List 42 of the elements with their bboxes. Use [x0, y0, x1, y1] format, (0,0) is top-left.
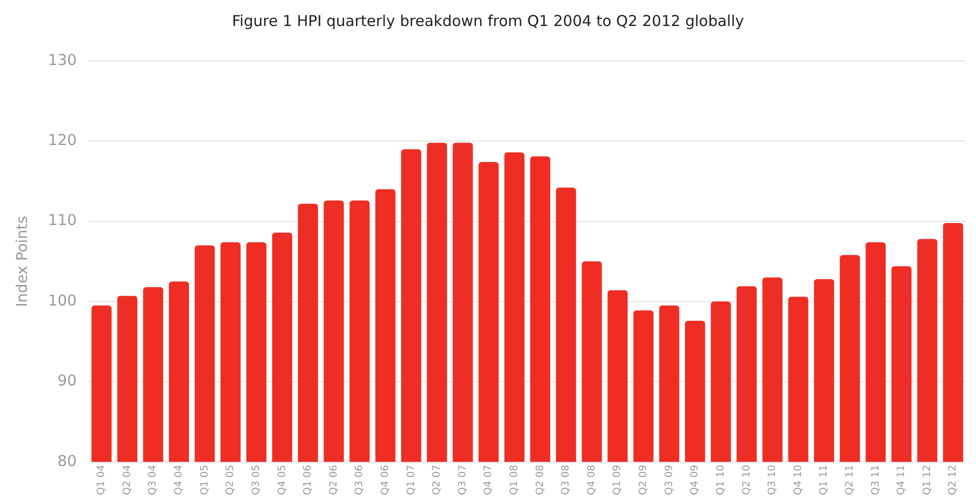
y-axis-title: Index Points — [12, 216, 31, 307]
x-tick-label: Q4 09 — [690, 464, 701, 496]
x-tick-label: Q2 06 — [328, 464, 340, 496]
y-tick-label: 120 — [48, 131, 77, 150]
x-tick-label: Q2 05 — [225, 464, 236, 496]
x-tick-label: Q2 11 — [844, 464, 856, 496]
y-tick-label: 80 — [58, 452, 77, 470]
chart-title: Figure 1 HPI quarterly breakdown from Q1 2004 to Q2 2012 globally — [232, 12, 744, 30]
x-tick-label: Q1 09 — [612, 464, 624, 496]
x-tick-label: Q1 11 — [818, 464, 830, 496]
y-tick-label: 130 — [48, 50, 77, 69]
x-tick-label: Q4 04 — [174, 464, 185, 496]
y-tick-label: 100 — [48, 291, 77, 310]
x-tick-label: Q1 05 — [199, 464, 210, 496]
y-tick-label: 110 — [48, 211, 77, 230]
x-tick-label: Q1 08 — [509, 464, 520, 496]
x-tick-label: Q2 12 — [948, 464, 959, 496]
x-tick-label: Q2 10 — [741, 464, 752, 496]
x-tick-label: Q1 12 — [922, 464, 933, 496]
x-tick-label: Q2 07 — [432, 464, 443, 496]
x-tick-label: Q2 09 — [638, 464, 650, 496]
x-tick-label: Q3 06 — [354, 464, 366, 496]
x-tick-label: Q1 10 — [715, 464, 726, 496]
x-tick-label: Q4 10 — [792, 464, 804, 496]
x-tick-label: Q4 07 — [483, 464, 494, 496]
x-tick-label: Q3 08 — [560, 464, 572, 496]
x-tick-label: Q3 07 — [457, 464, 468, 496]
x-tick-label: Q2 08 — [534, 464, 546, 496]
y-tick-label: 90 — [58, 372, 77, 390]
x-tick-label: Q3 10 — [767, 464, 778, 496]
x-tick-label: Q3 05 — [250, 464, 262, 496]
x-tick-label: Q3 11 — [870, 464, 882, 496]
x-tick-label: Q1 04 — [96, 464, 108, 496]
x-tick-label: Q1 06 — [302, 464, 314, 496]
x-tick-label: Q4 06 — [380, 464, 391, 496]
x-tick-label: Q3 04 — [148, 464, 159, 496]
x-tick-label: Q3 09 — [664, 464, 675, 496]
x-tick-label: Q1 07 — [406, 464, 417, 496]
x-tick-label: Q4 11 — [896, 464, 908, 496]
x-tick-label: Q4 05 — [276, 464, 288, 496]
x-tick-label: Q4 08 — [586, 464, 598, 496]
x-tick-label: Q2 04 — [122, 464, 133, 496]
